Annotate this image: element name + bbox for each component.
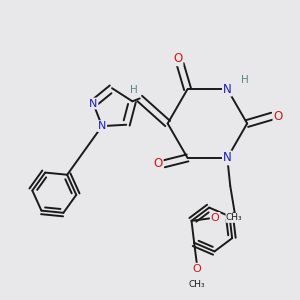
Text: N: N <box>98 121 106 131</box>
Text: CH₃: CH₃ <box>189 280 206 289</box>
Text: O: O <box>173 52 182 65</box>
Text: H: H <box>241 75 249 85</box>
Text: CH₃: CH₃ <box>226 213 243 222</box>
Text: N: N <box>223 82 232 96</box>
Text: H: H <box>130 85 138 94</box>
Text: O: O <box>211 213 220 223</box>
Text: O: O <box>154 157 163 170</box>
Text: N: N <box>89 98 98 109</box>
Text: O: O <box>193 264 202 274</box>
Text: O: O <box>274 110 283 123</box>
Text: N: N <box>223 152 232 164</box>
